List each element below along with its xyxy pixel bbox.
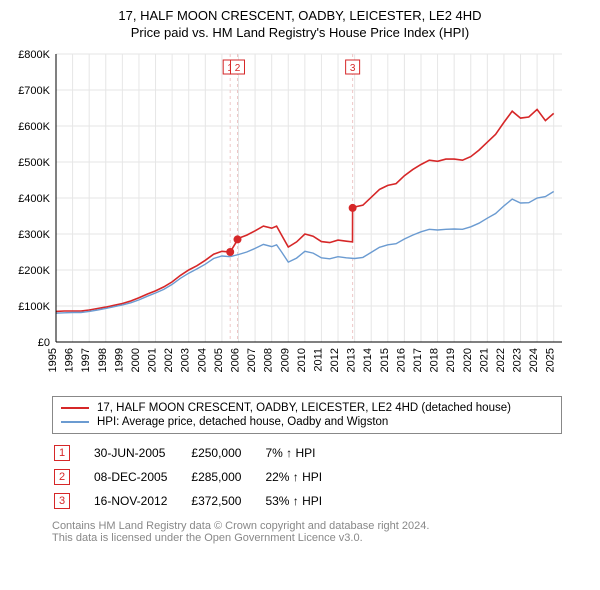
sale-price: £285,000 xyxy=(191,466,263,488)
svg-text:2013: 2013 xyxy=(346,348,358,372)
title-address: 17, HALF MOON CRESCENT, OADBY, LEICESTER… xyxy=(8,8,592,23)
svg-text:2021: 2021 xyxy=(478,348,490,372)
svg-text:2000: 2000 xyxy=(130,348,142,372)
svg-text:1997: 1997 xyxy=(80,348,92,372)
svg-text:2023: 2023 xyxy=(512,348,524,372)
svg-text:2006: 2006 xyxy=(229,348,241,372)
legend-swatch-property xyxy=(61,407,89,409)
chart-legend: 17, HALF MOON CRESCENT, OADBY, LEICESTER… xyxy=(52,396,562,434)
svg-text:2012: 2012 xyxy=(329,348,341,372)
svg-text:1995: 1995 xyxy=(47,348,59,372)
svg-text:1999: 1999 xyxy=(113,348,125,372)
svg-text:2009: 2009 xyxy=(279,348,291,372)
chart-footer: Contains HM Land Registry data © Crown c… xyxy=(52,520,592,544)
svg-text:£500K: £500K xyxy=(18,157,50,169)
svg-text:2016: 2016 xyxy=(395,348,407,372)
chart-titles: 17, HALF MOON CRESCENT, OADBY, LEICESTER… xyxy=(8,8,592,40)
legend-label-property: 17, HALF MOON CRESCENT, OADBY, LEICESTER… xyxy=(97,402,511,414)
svg-text:£400K: £400K xyxy=(18,193,50,205)
sale-row: 2 08-DEC-2005£285,00022% ↑ HPI xyxy=(54,466,344,488)
sale-row: 1 30-JUN-2005£250,0007% ↑ HPI xyxy=(54,442,344,464)
svg-text:£200K: £200K xyxy=(18,265,50,277)
svg-text:1996: 1996 xyxy=(64,348,76,372)
sale-pct: 22% ↑ HPI xyxy=(265,466,344,488)
svg-text:2015: 2015 xyxy=(379,348,391,372)
svg-text:2: 2 xyxy=(235,63,241,74)
chart-container: £0 £100K £200K £300K £400K £500K £600K £700K £80… xyxy=(8,46,592,386)
svg-text:2014: 2014 xyxy=(362,348,374,372)
svg-text:2018: 2018 xyxy=(429,348,441,372)
sale-price: £372,500 xyxy=(191,490,263,512)
svg-text:2001: 2001 xyxy=(147,348,159,372)
sale-price: £250,000 xyxy=(191,442,263,464)
svg-text:2007: 2007 xyxy=(246,348,258,372)
sale-marker-box: 2 xyxy=(54,469,70,485)
svg-text:2003: 2003 xyxy=(180,348,192,372)
sales-table: 1 30-JUN-2005£250,0007% ↑ HPI 2 08-DEC-2005… xyxy=(52,440,346,514)
legend-label-hpi: HPI: Average price, detached house, Oadb… xyxy=(97,416,388,428)
sale-date: 16-NOV-2012 xyxy=(94,490,189,512)
svg-text:£100K: £100K xyxy=(18,301,50,313)
svg-text:£300K: £300K xyxy=(18,229,50,241)
svg-text:£0: £0 xyxy=(38,337,50,349)
sale-pct: 7% ↑ HPI xyxy=(265,442,344,464)
title-subtitle: Price paid vs. HM Land Registry's House … xyxy=(8,25,592,40)
svg-text:2005: 2005 xyxy=(213,348,225,372)
sale-pct: 53% ↑ HPI xyxy=(265,490,344,512)
svg-text:£800K: £800K xyxy=(18,49,50,61)
svg-text:2008: 2008 xyxy=(263,348,275,372)
svg-text:1998: 1998 xyxy=(97,348,109,372)
sale-row: 3 16-NOV-2012£372,50053% ↑ HPI xyxy=(54,490,344,512)
svg-text:2004: 2004 xyxy=(196,348,208,372)
svg-text:£600K: £600K xyxy=(18,121,50,133)
svg-text:2025: 2025 xyxy=(545,348,557,372)
svg-text:2010: 2010 xyxy=(296,348,308,372)
sale-marker-box: 3 xyxy=(54,493,70,509)
svg-text:2020: 2020 xyxy=(462,348,474,372)
svg-text:2024: 2024 xyxy=(528,348,540,372)
svg-text:2011: 2011 xyxy=(312,348,324,372)
legend-row-hpi: HPI: Average price, detached house, Oadb… xyxy=(61,415,553,429)
sale-date: 30-JUN-2005 xyxy=(94,442,189,464)
footer-copyright: Contains HM Land Registry data © Crown c… xyxy=(52,520,592,532)
sale-date: 08-DEC-2005 xyxy=(94,466,189,488)
svg-text:2022: 2022 xyxy=(495,348,507,372)
sale-marker-box: 1 xyxy=(54,445,70,461)
svg-text:2017: 2017 xyxy=(412,348,424,372)
svg-text:2019: 2019 xyxy=(445,348,457,372)
svg-text:£700K: £700K xyxy=(18,85,50,97)
legend-swatch-hpi xyxy=(61,421,89,423)
footer-licence: This data is licensed under the Open Gov… xyxy=(52,532,592,544)
svg-text:2002: 2002 xyxy=(163,348,175,372)
svg-text:3: 3 xyxy=(350,63,356,74)
price-chart: £0 £100K £200K £300K £400K £500K £600K £700K £80… xyxy=(8,46,568,386)
legend-row-property: 17, HALF MOON CRESCENT, OADBY, LEICESTER… xyxy=(61,401,553,415)
